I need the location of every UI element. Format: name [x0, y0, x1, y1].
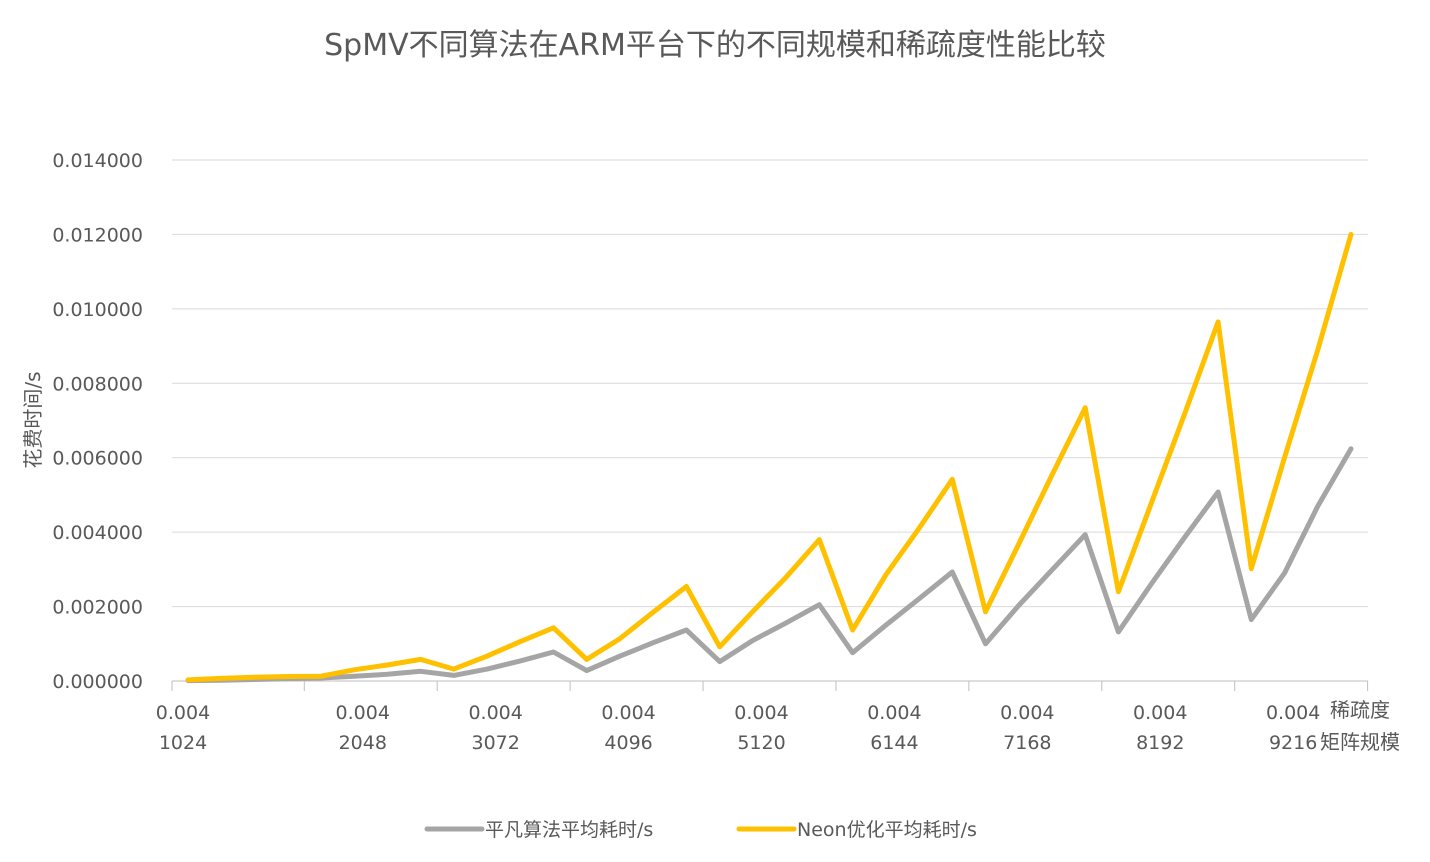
x-tick-label-sparsity: 0.004 — [156, 702, 210, 724]
y-tick-label: 0.002000 — [52, 597, 143, 619]
legend-label: Neon优化平均耗时/s — [797, 819, 977, 841]
y-tick-label: 0.004000 — [52, 522, 143, 544]
y-tick-label: 0.000000 — [52, 671, 143, 693]
x-axis-label: 稀疏度 — [1330, 698, 1390, 722]
legend: 平凡算法平均耗时/s Neon优化平均耗时/s — [424, 819, 977, 841]
x-tick-label-sparsity: 0.004 — [734, 702, 788, 724]
x-tick-label-sparsity: 0.004 — [867, 702, 921, 724]
chart-title: SpMV不同算法在ARM平台下的不同规模和稀疏度性能比较 — [324, 28, 1106, 63]
y-axis-label: 花费时间/s — [21, 371, 45, 468]
x-tick-label-size: 5120 — [737, 732, 785, 754]
x-tick-label-sparsity: 0.004 — [336, 702, 390, 724]
x-tick-label-size: 6144 — [870, 732, 918, 754]
series-lines — [185, 231, 1354, 684]
y-tick-label: 0.014000 — [52, 150, 143, 172]
x-tick-label-size: 4096 — [604, 732, 652, 754]
y-tick-label: 0.012000 — [52, 224, 143, 246]
x-tick-label-sparsity: 0.004 — [1133, 702, 1187, 724]
x-tick-label-size: 2048 — [339, 732, 387, 754]
y-tick-label: 0.008000 — [52, 373, 143, 395]
y-tick-label: 0.010000 — [52, 299, 143, 321]
x-tick-label-size: 7168 — [1003, 732, 1051, 754]
gridlines — [172, 159, 1368, 682]
x-tick-label-sparsity: 0.004 — [601, 702, 655, 724]
x-tick-label-sparsity: 0.004 — [1266, 702, 1320, 724]
x-tick-label-sparsity: 0.004 — [468, 702, 522, 724]
y-tick-label: 0.006000 — [52, 448, 143, 470]
x-tick-label-sparsity: 0.004 — [1000, 702, 1054, 724]
x-axis: 0.004 1024 0.004 2048 0.004 3072 0.004 4096 0.00… — [156, 681, 1400, 754]
legend-label: 平凡算法平均耗时/s — [485, 819, 653, 841]
series-line-0 — [185, 446, 1354, 684]
x-axis-label: 矩阵规模 — [1320, 730, 1400, 754]
y-axis-ticks: 0.000000 0.002000 0.004000 0.006000 0.008000… — [52, 150, 143, 693]
x-tick-label-size: 8192 — [1136, 732, 1184, 754]
x-tick-label-size: 9216 — [1269, 732, 1317, 754]
series-line-1 — [185, 231, 1354, 683]
x-tick-label-size: 3072 — [471, 732, 519, 754]
x-tick-label-size: 1024 — [159, 732, 207, 754]
